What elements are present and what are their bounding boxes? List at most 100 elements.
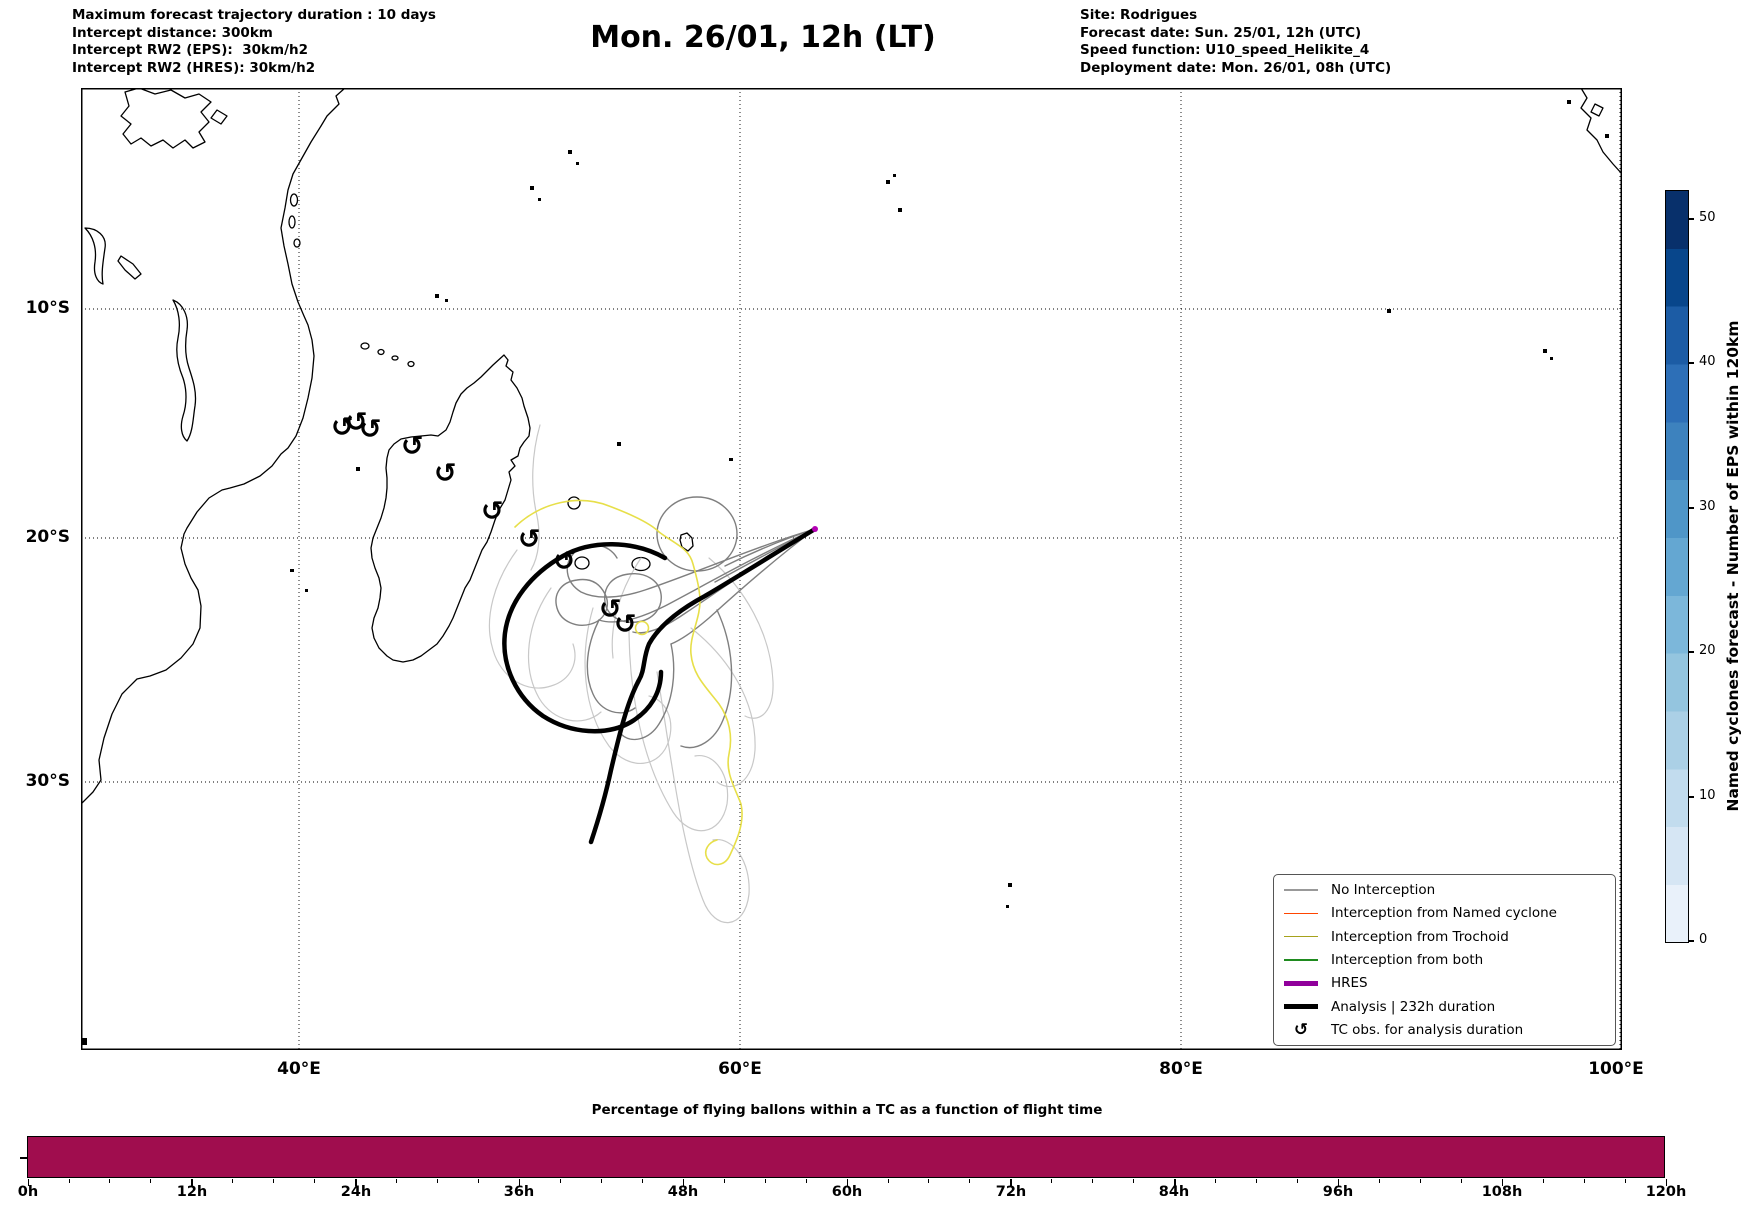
axis-tick (1665, 1179, 1667, 1186)
axis-tick (355, 1179, 357, 1186)
legend-line-swatch (1284, 959, 1318, 961)
axis-tick (1256, 1179, 1257, 1183)
axis-tick (764, 1179, 766, 1183)
header-right-block: Site: Rodrigues Forecast date: Sun. 25/01… (1080, 7, 1391, 77)
tc-obs-icon: ↺ (599, 594, 622, 625)
bottom-chart-title: Percentage of flying ballons within a TC… (591, 1102, 1103, 1118)
page-title: Mon. 26/01, 12h (LT) (590, 20, 936, 55)
axis-tick (191, 1179, 193, 1186)
trajectory-trochoid (514, 499, 743, 866)
axis-tick (1092, 1179, 1094, 1183)
colorbar-tick (1688, 507, 1694, 509)
time-tick-108h: 108h (1481, 1184, 1523, 1200)
axis-tick (518, 1179, 521, 1186)
axis-tick (150, 1179, 152, 1183)
legend-row-tc-obs: ↺ TC obs. for analysis duration (1284, 1021, 1605, 1038)
legend-label: Interception from both (1331, 951, 1484, 968)
axis-tick (314, 1179, 316, 1183)
colorbar-tick (1688, 940, 1694, 942)
colorbar-tick (1688, 218, 1694, 220)
intercept-distance-text: Intercept distance: 300km (72, 24, 273, 41)
tc-obs-icon: ↺ (359, 414, 382, 445)
legend-label: Interception from Trochoid (1331, 928, 1509, 945)
axis-tick (1051, 1179, 1053, 1183)
axis-tick (232, 1179, 234, 1183)
colorbar (1665, 190, 1689, 943)
axis-tick (846, 1179, 848, 1186)
axis-tick (478, 1179, 479, 1183)
axis-tick (437, 1179, 438, 1183)
legend-label: TC obs. for analysis duration (1331, 1021, 1524, 1038)
axis-tick (396, 1179, 398, 1183)
legend-row-analysis: Analysis | 232h duration (1284, 999, 1605, 1015)
legend-label: Interception from Named cyclone (1331, 905, 1557, 922)
trajectories-no-interception-light (488, 424, 774, 924)
max-duration-text: Maximum forecast trajectory duration : 1… (72, 7, 436, 23)
axis-tick (1542, 1179, 1544, 1183)
legend-label: No Interception (1331, 882, 1436, 898)
axis-tick (1378, 1179, 1380, 1183)
legend-label: Analysis | 232h duration (1331, 998, 1496, 1015)
map-legend: No Interception Interception from Named … (1273, 874, 1616, 1046)
legend-label: HRES (1331, 975, 1368, 992)
axis-tick (1337, 1179, 1340, 1186)
time-tick-60h: 60h (831, 1184, 863, 1200)
tc-obs-icon: ↺ (614, 609, 637, 640)
tc-obs-icon: ↺ (553, 546, 576, 577)
lat-tick-20s: 20°S (25, 527, 70, 547)
time-tick-96h: 96h (1322, 1184, 1354, 1200)
axis-tick (273, 1179, 275, 1183)
legend-row-hres: HRES (1284, 975, 1605, 991)
axis-tick (969, 1179, 971, 1183)
axis-tick (723, 1179, 725, 1183)
lon-tick-100e: 100°E (1588, 1059, 1644, 1079)
colorbar-tick (1688, 796, 1694, 798)
axis-tick (559, 1179, 561, 1183)
axis-tick (1501, 1179, 1504, 1186)
axis-tick (1624, 1179, 1626, 1183)
time-tick-48h: 48h (667, 1184, 699, 1200)
legend-row-named-cyclone: Interception from Named cyclone (1284, 905, 1605, 921)
island-specks (81, 100, 1609, 1045)
colorbar-tick-label: 40 (1699, 354, 1716, 369)
axis-tick (1419, 1179, 1421, 1183)
header-left-block: Maximum forecast trajectory duration : 1… (72, 7, 436, 77)
lon-tick-80e: 80°E (1159, 1059, 1203, 1079)
site-text: Site: Rodrigues (1080, 7, 1198, 23)
colorbar-tick (1688, 651, 1694, 653)
time-tick-24h: 24h (340, 1184, 372, 1200)
time-tick-72h: 72h (995, 1184, 1027, 1200)
time-tick-0h: 0h (17, 1184, 39, 1200)
time-tick-120h: 120h (1645, 1184, 1687, 1200)
axis-tick (1460, 1179, 1462, 1183)
legend-line-swatch (1284, 935, 1318, 938)
axis-tick (1010, 1179, 1012, 1186)
tc-obs-icon: ↺ (401, 431, 424, 462)
axis-tick (1174, 1179, 1176, 1186)
axis-tick (109, 1179, 111, 1183)
tc-observation-markers: ↺ ↺ ↺ ↺ ↺ ↺ ↺ ↺ ↺ ↺ (331, 407, 637, 640)
forecast-date-text: Forecast date: Sun. 25/01, 12h (UTC) (1080, 24, 1362, 41)
tc-obs-icon: ↺ (434, 458, 457, 489)
tc-obs-icon: ↺ (345, 407, 368, 438)
legend-line-swatch (1284, 981, 1318, 986)
trajectories-no-interception (555, 496, 816, 749)
axis-tick (641, 1179, 643, 1183)
colorbar-tick-label: 0 (1699, 932, 1708, 947)
legend-line-swatch (1284, 1004, 1318, 1009)
lon-tick-60e: 60°E (718, 1059, 762, 1079)
speed-function-text: Speed function: U10_speed_Helikite_4 (1080, 42, 1370, 58)
axis-tick (1297, 1179, 1298, 1183)
tc-obs-icon: ↺ (518, 524, 541, 555)
lat-tick-30s: 30°S (25, 771, 70, 791)
colorbar-tick-label: 30 (1699, 499, 1716, 514)
axis-tick (805, 1179, 807, 1183)
intercept-rw2-eps-text: Intercept RW2 (EPS): 30km/h2 (72, 42, 308, 58)
colorbar-tick (1688, 362, 1694, 364)
colorbar-label: Named cyclones forecast - Number of EPS … (1724, 320, 1742, 812)
deployment-date-text: Deployment date: Mon. 26/01, 08h (UTC) (1080, 59, 1392, 76)
colorbar-tick-label: 20 (1699, 643, 1716, 658)
time-tick-84h: 84h (1158, 1184, 1190, 1200)
colorbar-tick-label: 50 (1699, 210, 1716, 225)
